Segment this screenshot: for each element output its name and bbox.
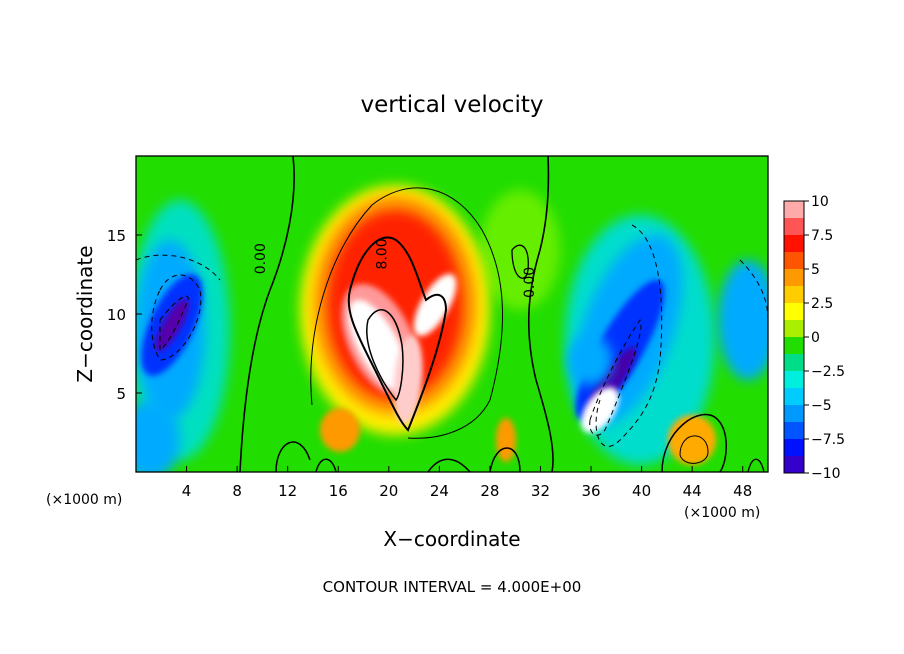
colorbar-band (784, 252, 804, 270)
contour-line (595, 224, 663, 447)
x-unit-right: (×1000 m) (684, 505, 760, 521)
colorbar-band (784, 337, 804, 355)
x-tick-label: 24 (430, 482, 449, 500)
contour-line (589, 319, 642, 436)
colorbar-tick-label: 2.5 (811, 296, 833, 312)
colorbar: 10 7.5 5 2.5 0 −2.5 −5 −7.5 −10 (783, 194, 845, 482)
colorbar-tick-label: −2.5 (811, 364, 845, 380)
x-tick-label: 28 (480, 482, 499, 500)
field-patch (668, 415, 716, 465)
y-axis-label: Z−coordinate (73, 245, 97, 382)
contour-line (347, 236, 448, 432)
x-tick-label: 32 (531, 482, 550, 500)
plot-area (136, 156, 768, 472)
x-axis-label: X−coordinate (383, 527, 520, 551)
colorbar-tick-label: 0 (811, 330, 820, 346)
colorbar-band (784, 354, 804, 372)
contour-line (239, 156, 295, 472)
x-tick-label: 12 (278, 482, 297, 500)
y-axis: 5 10 15 (107, 227, 142, 403)
contour-line (661, 413, 727, 472)
colorbar-band (784, 456, 804, 474)
colorbar-band (784, 405, 804, 423)
colorbar-band (784, 439, 804, 457)
contour-line (136, 254, 221, 281)
field-patch (718, 260, 768, 380)
contour-interval-note: CONTOUR INTERVAL = 4.000E+00 (323, 578, 582, 596)
field-patch (393, 335, 423, 425)
contour-line (527, 156, 554, 472)
colorbar-tick-label: −10 (811, 466, 841, 482)
field-patch (155, 298, 189, 352)
x-tick-label: 16 (329, 482, 348, 500)
field-patch (348, 299, 408, 391)
x-tick-label: 36 (581, 482, 600, 500)
colorbar-band (784, 388, 804, 406)
colorbar-tick-label: 7.5 (811, 228, 833, 244)
contour-line (366, 309, 404, 402)
colorbar-band (784, 320, 804, 338)
contour-line (679, 435, 709, 464)
colorbar-band (784, 371, 804, 389)
field-patch (581, 387, 619, 433)
contour-line (739, 259, 768, 321)
contour-label: 0.00 (522, 267, 538, 298)
contour-label: 0.00 (253, 243, 269, 274)
colorbar-band (784, 201, 804, 219)
y-tick-label: 15 (107, 227, 126, 245)
x-tick-label: 40 (632, 482, 651, 500)
colorbar-tick-label: 5 (811, 262, 820, 278)
field-patch (413, 273, 457, 337)
x-tick-label: 8 (232, 482, 242, 500)
colorbar-band (784, 235, 804, 253)
y-tick-label: 5 (116, 385, 126, 403)
contour-line (275, 441, 311, 472)
colorbar-band (784, 422, 804, 440)
x-axis: 4 8 12 16 20 24 28 32 36 40 44 48 (182, 466, 752, 500)
contour-line (151, 274, 202, 361)
x-tick-label: 48 (733, 482, 752, 500)
field-patch (136, 400, 180, 472)
colorbar-band (784, 218, 804, 236)
x-tick-label: 4 (182, 482, 192, 500)
colorbar-band (784, 269, 804, 287)
colorbar-band (784, 303, 804, 321)
contour-line (315, 458, 337, 472)
contour-line (747, 458, 765, 472)
contour-line (511, 244, 529, 279)
colorbar-band (784, 286, 804, 304)
x-unit-left: (×1000 m) (46, 492, 122, 508)
chart-title: vertical velocity (361, 92, 544, 118)
contour-line (427, 458, 471, 472)
contour-line (159, 295, 189, 351)
field-patch (568, 335, 612, 385)
colorbar-tick-label: −7.5 (811, 432, 845, 448)
contour-labels: 0.00 8.00 0.00 (253, 238, 538, 298)
x-tick-label: 20 (379, 482, 398, 500)
x-tick-label: 44 (683, 482, 702, 500)
field-patch (320, 408, 360, 452)
colorbar-tick-label: −5 (811, 398, 832, 414)
y-tick-label: 10 (107, 306, 126, 324)
field-patch (480, 190, 560, 310)
field-patch (496, 418, 516, 462)
colorbar-tick-label: 10 (811, 194, 829, 210)
contour-line (310, 187, 503, 439)
contour-line (489, 447, 521, 472)
contour-label: 8.00 (374, 238, 390, 269)
